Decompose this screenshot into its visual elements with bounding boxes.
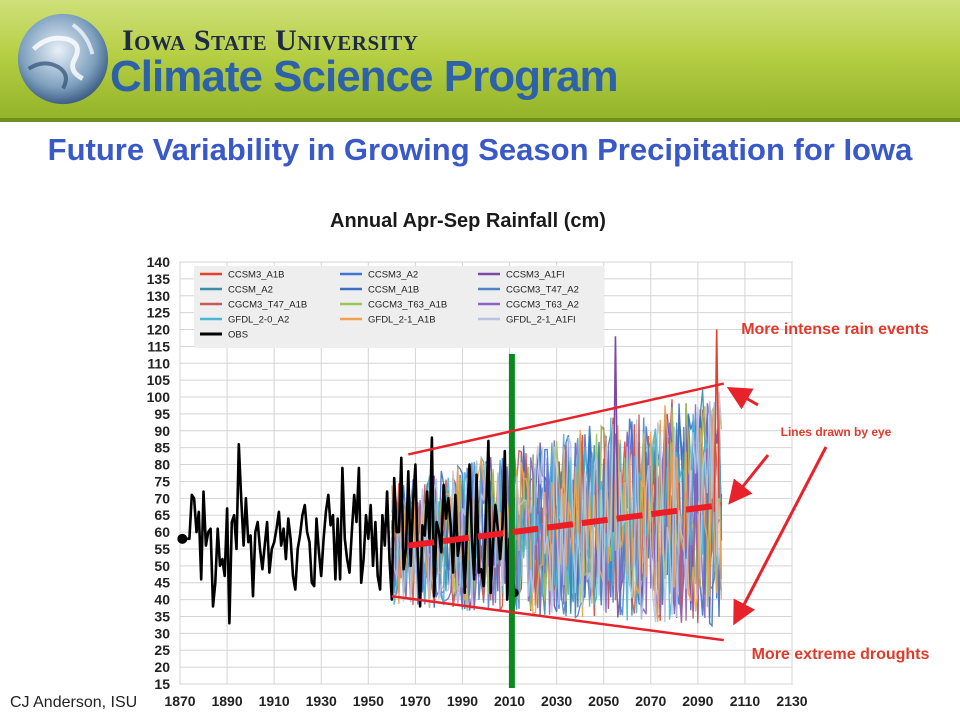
legend-label: GFDL_2-1_A1FI: [506, 315, 576, 326]
y-tick-label: 140: [147, 254, 171, 270]
arrow-upper: [726, 387, 759, 410]
x-tick-label: 1870: [164, 693, 195, 709]
university-name: Iowa State University: [122, 24, 419, 57]
mean-trend-dashed-line: [407, 502, 722, 549]
legend-label: GFDL_2-1_A1B: [368, 315, 436, 326]
lower-trend-line: [391, 594, 724, 642]
annotation-droughts: More extreme droughts: [751, 646, 930, 663]
legend-label: CCSM3_A1FI: [506, 270, 565, 281]
x-tick-label: 1970: [400, 693, 431, 709]
y-tick-label: 120: [147, 322, 171, 338]
y-tick-label: 15: [154, 676, 170, 692]
legend-label: CGCM3_T63_A2: [506, 300, 579, 311]
credit-text: CJ Anderson, ISU: [10, 694, 138, 711]
y-tick-label: 100: [147, 389, 171, 405]
y-tick-label: 20: [154, 659, 170, 675]
y-tick-label: 110: [147, 355, 170, 371]
y-tick-label: 95: [154, 406, 170, 422]
obs-start-marker: [177, 533, 188, 544]
x-tick-label: 2130: [776, 693, 807, 709]
x-tick-label: 2110: [730, 693, 761, 709]
arrow-mean: [728, 454, 770, 505]
header-banner: [0, 0, 960, 120]
model-spike-line: [612, 336, 619, 533]
y-tick-label: 60: [154, 524, 170, 540]
legend-label: CCSM3_A1B: [228, 270, 285, 281]
program-name: Climate Science Program: [110, 52, 619, 101]
x-tick-label: 1910: [259, 693, 290, 709]
y-tick-label: 50: [154, 558, 170, 574]
legend-box: [194, 266, 604, 348]
annotation-lines-note: Lines drawn by eye: [780, 425, 892, 439]
x-tick-label: 2090: [682, 693, 713, 709]
y-tick-label: 25: [154, 642, 170, 658]
y-tick-label: 40: [154, 592, 170, 608]
y-tick-label: 90: [154, 423, 170, 439]
y-tick-label: 75: [154, 473, 170, 489]
y-tick-label: 135: [147, 271, 171, 287]
annotation-intense-rain: More intense rain events: [741, 321, 929, 338]
y-tick-label: 115: [147, 338, 170, 354]
y-tick-label: 130: [147, 288, 171, 304]
y-tick-label: 70: [154, 490, 170, 506]
x-tick-label: 2070: [635, 693, 666, 709]
x-tick-label: 2030: [541, 693, 572, 709]
slide-title: Future Variability in Growing Season Pre…: [47, 132, 913, 167]
y-tick-label: 65: [154, 507, 170, 523]
y-tick-label: 55: [154, 541, 170, 557]
x-tick-label: 2050: [588, 693, 619, 709]
y-tick-label: 125: [147, 305, 171, 321]
header-divider: [0, 118, 960, 122]
y-tick-label: 85: [154, 440, 170, 456]
legend-label: GFDL_2-0_A2: [228, 315, 289, 326]
legend-label: CCSM3_A2: [368, 270, 418, 281]
arrow-lower: [733, 446, 828, 626]
x-tick-label: 1930: [306, 693, 337, 709]
y-tick-label: 30: [154, 625, 170, 641]
y-tick-label: 105: [147, 372, 171, 388]
y-tick-label: 35: [154, 608, 170, 624]
model-spike-line: [713, 329, 720, 512]
x-tick-label: 1890: [211, 693, 242, 709]
legend-label: CGCM3_T63_A1B: [368, 300, 447, 311]
legend-label: CGCM3_T47_A2: [506, 285, 579, 296]
x-tick-label: 2010: [494, 693, 525, 709]
model-series-line: [391, 405, 723, 623]
y-tick-label: 45: [154, 575, 170, 591]
legend-label: CGCM3_T47_A1B: [228, 300, 307, 311]
globe-logo-icon: [17, 13, 109, 105]
legend-label-obs: OBS: [228, 330, 248, 341]
model-series-line: [391, 391, 723, 623]
x-tick-label: 1950: [353, 693, 384, 709]
legend-label: CCSM_A1B: [368, 285, 419, 296]
y-tick-label: 80: [154, 457, 170, 473]
legend-label: CCSM_A2: [228, 285, 273, 296]
x-tick-label: 1990: [447, 693, 478, 709]
chart-title: Annual Apr-Sep Rainfall (cm): [330, 210, 606, 232]
upper-trend-line: [408, 382, 725, 456]
